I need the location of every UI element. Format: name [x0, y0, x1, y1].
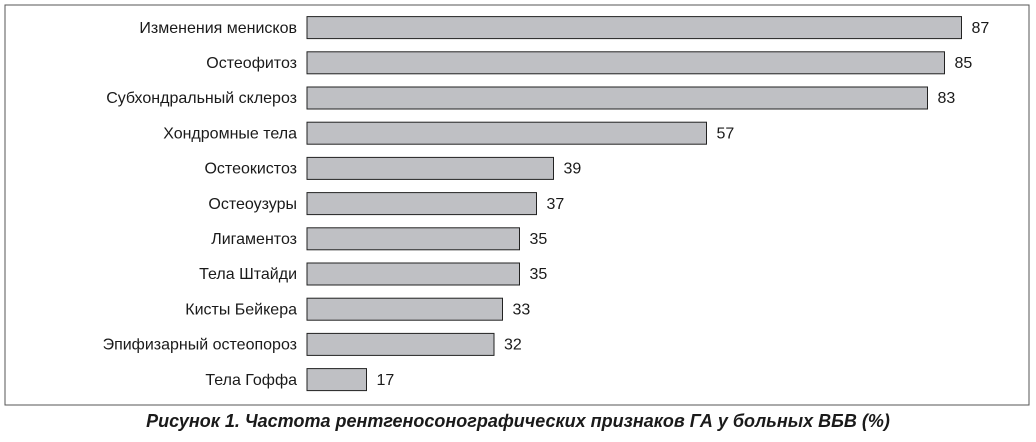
bar	[306, 192, 537, 216]
value-label: 87	[972, 20, 990, 37]
bar	[306, 121, 707, 145]
y-tick-label: Эпифизарный остеопороз	[103, 337, 297, 354]
value-label: 85	[955, 55, 973, 72]
y-tick-label: Тела Гоффа	[205, 372, 297, 389]
bar	[306, 227, 520, 251]
y-tick-label: Остеофитоз	[206, 55, 297, 72]
bar	[306, 51, 945, 75]
value-label: 32	[504, 337, 522, 354]
value-label: 37	[547, 196, 565, 213]
value-label: 83	[938, 90, 956, 107]
bar	[306, 297, 503, 321]
y-tick-label: Лигаментоз	[211, 231, 297, 248]
value-label: 57	[717, 125, 735, 142]
value-label: 39	[564, 161, 582, 178]
y-tick-label: Кисты Бейкера	[185, 301, 297, 318]
bar	[306, 332, 495, 356]
y-tick-label: Остеокистоз	[204, 161, 297, 178]
y-tick-label: Хондромные тела	[163, 125, 297, 142]
bar	[306, 16, 962, 40]
bar	[306, 86, 928, 110]
value-label: 35	[530, 266, 548, 283]
chart-frame	[4, 4, 1030, 406]
bar	[306, 156, 554, 180]
bar	[306, 368, 367, 392]
value-label: 35	[530, 231, 548, 248]
value-label: 33	[513, 301, 531, 318]
value-label: 17	[377, 372, 395, 389]
chart-title: Рисунок 1. Частота рентгеносонографическ…	[146, 411, 890, 431]
y-tick-label: Остеоузуры	[208, 196, 297, 213]
y-tick-label: Изменения менисков	[139, 20, 297, 37]
y-tick-label: Субхондральный склероз	[106, 90, 297, 107]
bar	[306, 262, 520, 286]
y-tick-label: Тела Штайди	[199, 266, 297, 283]
